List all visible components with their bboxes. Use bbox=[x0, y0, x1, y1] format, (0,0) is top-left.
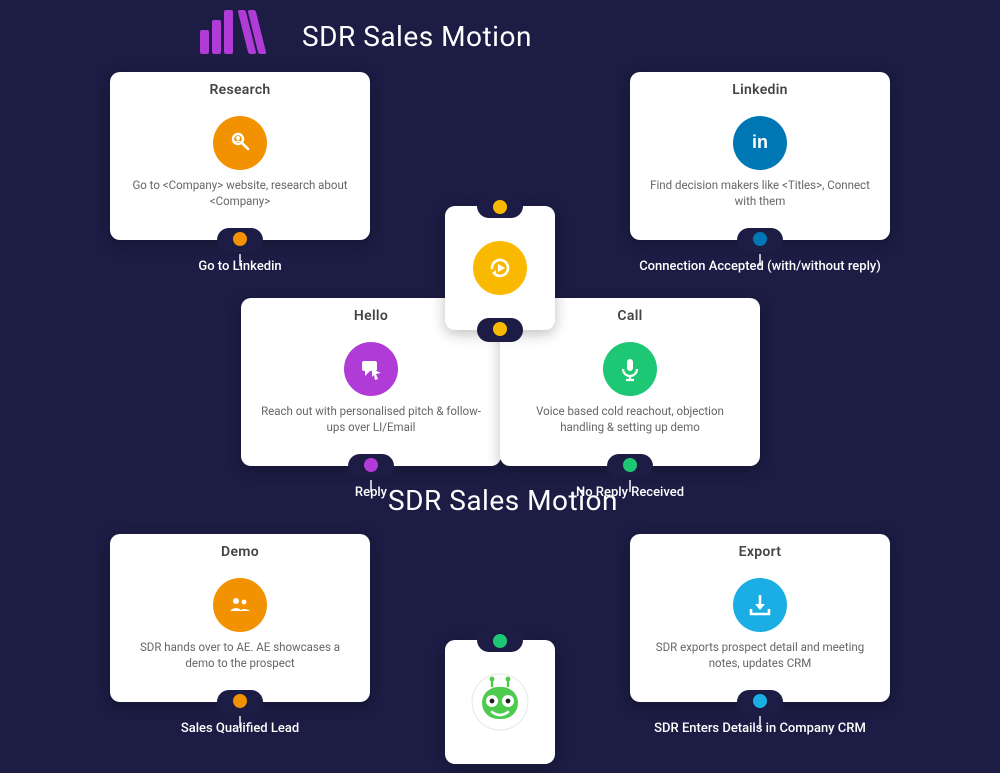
chin-dot bbox=[233, 694, 247, 708]
annot-export: SDR Enters Details in Company CRM bbox=[630, 720, 890, 738]
top-dot bbox=[493, 200, 507, 214]
card-title: Research bbox=[110, 82, 370, 98]
robot-icon bbox=[470, 672, 530, 732]
repeat-play-icon bbox=[473, 241, 527, 295]
chin-dot bbox=[753, 694, 767, 708]
card-title: Demo bbox=[110, 544, 370, 560]
chin-dot bbox=[493, 322, 507, 336]
card-linkedin: Linkedin in Find decision makers like <T… bbox=[630, 72, 890, 240]
chin-dot bbox=[753, 232, 767, 246]
card-export: Export SDR exports prospect detail and m… bbox=[630, 534, 890, 702]
top-dot bbox=[493, 634, 507, 648]
linkedin-icon: in bbox=[733, 116, 787, 170]
card-desc: Reach out with personalised pitch & foll… bbox=[255, 404, 487, 435]
card-desc: Go to <Company> website, research about … bbox=[124, 178, 356, 209]
person-search-icon bbox=[213, 116, 267, 170]
svg-text:in: in bbox=[752, 132, 768, 152]
annot-hello: Reply bbox=[241, 484, 501, 502]
section-title-top: SDR Sales Motion bbox=[302, 20, 532, 53]
diagram-canvas: SDR Sales Motion SDR Sales Motion Resear… bbox=[0, 0, 1000, 773]
annot-research: Go to Linkedin bbox=[110, 258, 370, 276]
center-card-robot bbox=[445, 640, 555, 764]
card-desc: Find decision makers like <Titles>, Conn… bbox=[644, 178, 876, 209]
card-desc: SDR hands over to AE. AE showcases a dem… bbox=[124, 640, 356, 671]
annot-linkedin: Connection Accepted (with/without reply) bbox=[630, 258, 890, 276]
annot-call: No Reply Received bbox=[500, 484, 760, 502]
annot-demo: Sales Qualified Lead bbox=[110, 720, 370, 738]
brand-logo bbox=[200, 10, 261, 54]
download-icon bbox=[733, 578, 787, 632]
card-title: Export bbox=[630, 544, 890, 560]
chin-dot bbox=[233, 232, 247, 246]
center-card-repeat bbox=[445, 206, 555, 330]
demo-people-icon bbox=[213, 578, 267, 632]
card-desc: Voice based cold reachout, objection han… bbox=[514, 404, 746, 435]
card-research: Research Go to <Company> website, resear… bbox=[110, 72, 370, 240]
chat-cursor-icon bbox=[344, 342, 398, 396]
card-demo: Demo SDR hands over to AE. AE showcases … bbox=[110, 534, 370, 702]
chin-dot bbox=[623, 458, 637, 472]
chin-dot bbox=[364, 458, 378, 472]
card-desc: SDR exports prospect detail and meeting … bbox=[644, 640, 876, 671]
mic-icon bbox=[603, 342, 657, 396]
card-title: Linkedin bbox=[630, 82, 890, 98]
